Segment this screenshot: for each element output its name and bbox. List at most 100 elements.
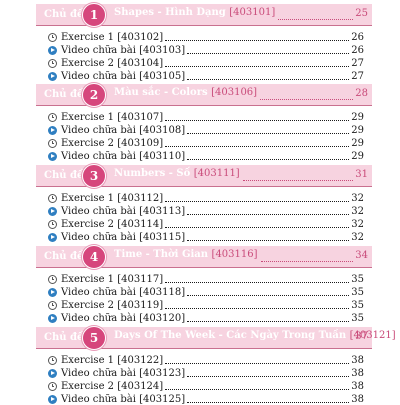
toc-entry[interactable]: Video chữa bài [403108] 29 bbox=[36, 123, 372, 136]
toc-entry[interactable]: Video chữa bài [403115] 32 bbox=[36, 230, 372, 243]
toc-entry[interactable]: Video chữa bài [403123] 38 bbox=[36, 366, 372, 379]
toc-entry-label: Video chữa bài [403123] bbox=[61, 368, 187, 379]
toc-entry-label: Exercise 1 [403107] bbox=[61, 112, 165, 123]
chapter-prefix-label: Chủ đề bbox=[44, 89, 84, 100]
toc-entry[interactable]: Video chữa bài [403118] 35 bbox=[36, 285, 372, 298]
toc-entry[interactable]: Exercise 1 [403117] 35 bbox=[36, 272, 372, 285]
toc-entry-page: 29 bbox=[351, 138, 364, 149]
dot-leader bbox=[187, 158, 350, 160]
toc-entry[interactable]: Exercise 2 [403119] 35 bbox=[36, 298, 372, 311]
chapter-number-badge: 1 bbox=[82, 3, 106, 27]
chapter-title-text: Màu sắc - Colors bbox=[114, 87, 208, 98]
dot-leader bbox=[165, 65, 350, 67]
chapter-page-number: 28 bbox=[355, 88, 368, 99]
chapter-items: Exercise 1 [403112] 32 Video chữa bài [4… bbox=[36, 191, 372, 243]
toc-entry-label: Exercise 1 [403117] bbox=[61, 274, 165, 285]
chapter-number-badge: 5 bbox=[82, 326, 106, 350]
chapter-title: Numbers - Số [403111] bbox=[114, 168, 240, 179]
toc-entry-page: 38 bbox=[351, 381, 364, 392]
play-video-icon bbox=[48, 152, 57, 161]
chapter-section: Chủ đề 1 Shapes - Hình Dạng [403101] 25 … bbox=[36, 3, 372, 82]
dot-leader bbox=[187, 132, 350, 134]
toc-entry[interactable]: Video chữa bài [403110] 29 bbox=[36, 149, 372, 162]
chapter-prefix-label: Chủ đề bbox=[44, 332, 84, 343]
play-video-icon bbox=[48, 233, 57, 242]
toc-entry-page: 26 bbox=[351, 45, 364, 56]
play-video-icon bbox=[48, 207, 57, 216]
chapter-items: Exercise 1 [403107] 29 Video chữa bài [4… bbox=[36, 110, 372, 162]
toc-entry-label: Exercise 2 [403124] bbox=[61, 381, 165, 392]
toc-entry[interactable]: Exercise 1 [403107] 29 bbox=[36, 110, 372, 123]
toc-entry-label: Video chữa bài [403120] bbox=[61, 313, 187, 324]
toc-entry-label: Video chữa bài [403115] bbox=[61, 232, 187, 243]
chapter-title-text: Days Of The Week - Các Ngày Trong Tuần bbox=[114, 330, 347, 341]
chapter-section: Chủ đề 5 Days Of The Week - Các Ngày Tro… bbox=[36, 326, 396, 405]
chapter-header[interactable]: Chủ đề 1 Shapes - Hình Dạng [403101] 25 bbox=[36, 3, 372, 27]
chapter-code: [403116] bbox=[211, 249, 258, 260]
dot-leader bbox=[165, 388, 350, 390]
dot-leader bbox=[187, 320, 350, 322]
chapter-leader bbox=[260, 98, 353, 100]
chapter-header[interactable]: Chủ đề 2 Màu sắc - Colors [403106] 28 bbox=[36, 83, 372, 107]
toc-entry-page: 32 bbox=[351, 206, 364, 217]
chapter-section: Chủ đề 4 Time - Thời Gian [403116] 34 Ex… bbox=[36, 245, 372, 324]
chapter-title-text: Shapes - Hình Dạng bbox=[114, 7, 226, 18]
toc-entry[interactable]: Video chữa bài [403120] 35 bbox=[36, 311, 372, 324]
toc-entry-label: Exercise 2 [403109] bbox=[61, 138, 165, 149]
toc-entry-page: 27 bbox=[351, 71, 364, 82]
chapter-leader bbox=[261, 260, 353, 262]
toc-entry-page: 32 bbox=[351, 232, 364, 243]
chapter-header[interactable]: Chủ đề 5 Days Of The Week - Các Ngày Tro… bbox=[36, 326, 396, 350]
clock-icon bbox=[48, 33, 57, 42]
toc-entry[interactable]: Exercise 1 [403112] 32 bbox=[36, 191, 372, 204]
toc-entry[interactable]: Video chữa bài [403103] 26 bbox=[36, 43, 372, 56]
play-video-icon bbox=[48, 314, 57, 323]
toc-entry[interactable]: Exercise 1 [403102] 26 bbox=[36, 30, 372, 43]
toc-entry[interactable]: Exercise 2 [403109] 29 bbox=[36, 136, 372, 149]
chapter-header[interactable]: Chủ đề 4 Time - Thời Gian [403116] 34 bbox=[36, 245, 372, 269]
chapter-title: Days Of The Week - Các Ngày Trong Tuần [… bbox=[114, 330, 396, 341]
chapter-section: Chủ đề 2 Màu sắc - Colors [403106] 28 Ex… bbox=[36, 83, 372, 162]
chapter-page-number: 37 bbox=[355, 331, 368, 342]
toc-entry-label: Video chữa bài [403110] bbox=[61, 151, 187, 162]
chapter-page-number: 31 bbox=[355, 169, 368, 180]
chapter-number-badge: 4 bbox=[82, 245, 106, 269]
toc-entry[interactable]: Exercise 2 [403114] 32 bbox=[36, 217, 372, 230]
chapter-prefix-label: Chủ đề bbox=[44, 251, 84, 262]
play-video-icon bbox=[48, 288, 57, 297]
chapter-page-number: 34 bbox=[355, 250, 368, 261]
dot-leader bbox=[165, 307, 350, 309]
toc-entry-label: Video chữa bài [403113] bbox=[61, 206, 187, 217]
clock-icon bbox=[48, 194, 57, 203]
dot-leader bbox=[165, 362, 350, 364]
toc-entry[interactable]: Video chữa bài [403105] 27 bbox=[36, 69, 372, 82]
dot-leader bbox=[187, 52, 350, 54]
clock-icon bbox=[48, 382, 57, 391]
toc-entry-label: Exercise 1 [403122] bbox=[61, 355, 165, 366]
dot-leader bbox=[165, 200, 350, 202]
chapter-header[interactable]: Chủ đề 3 Numbers - Số [403111] 31 bbox=[36, 164, 372, 188]
toc-entry-page: 35 bbox=[351, 313, 364, 324]
toc-entry[interactable]: Exercise 1 [403122] 38 bbox=[36, 353, 372, 366]
toc-entry[interactable]: Exercise 2 [403104] 27 bbox=[36, 56, 372, 69]
play-video-icon bbox=[48, 369, 57, 378]
chapter-code: [403106] bbox=[211, 87, 258, 98]
chapter-code: [403111] bbox=[193, 168, 240, 179]
chapter-code: [403121] bbox=[349, 330, 396, 341]
chapter-number-badge: 3 bbox=[82, 164, 106, 188]
clock-icon bbox=[48, 59, 57, 68]
dot-leader bbox=[165, 119, 350, 121]
toc-entry[interactable]: Video chữa bài [403113] 32 bbox=[36, 204, 372, 217]
clock-icon bbox=[48, 220, 57, 229]
toc-entry-page: 35 bbox=[351, 274, 364, 285]
toc-entry[interactable]: Exercise 2 [403124] 38 bbox=[36, 379, 372, 392]
toc-entry-page: 29 bbox=[351, 112, 364, 123]
toc-entry-page: 38 bbox=[351, 355, 364, 366]
chapter-items: Exercise 1 [403117] 35 Video chữa bài [4… bbox=[36, 272, 372, 324]
chapter-number-badge: 2 bbox=[82, 83, 106, 107]
toc-entry-page: 35 bbox=[351, 287, 364, 298]
dot-leader bbox=[187, 78, 350, 80]
toc-entry[interactable]: Video chữa bài [403125] 38 bbox=[36, 392, 372, 405]
chapter-items: Exercise 1 [403102] 26 Video chữa bài [4… bbox=[36, 30, 372, 82]
toc-entry-label: Video chữa bài [403118] bbox=[61, 287, 187, 298]
